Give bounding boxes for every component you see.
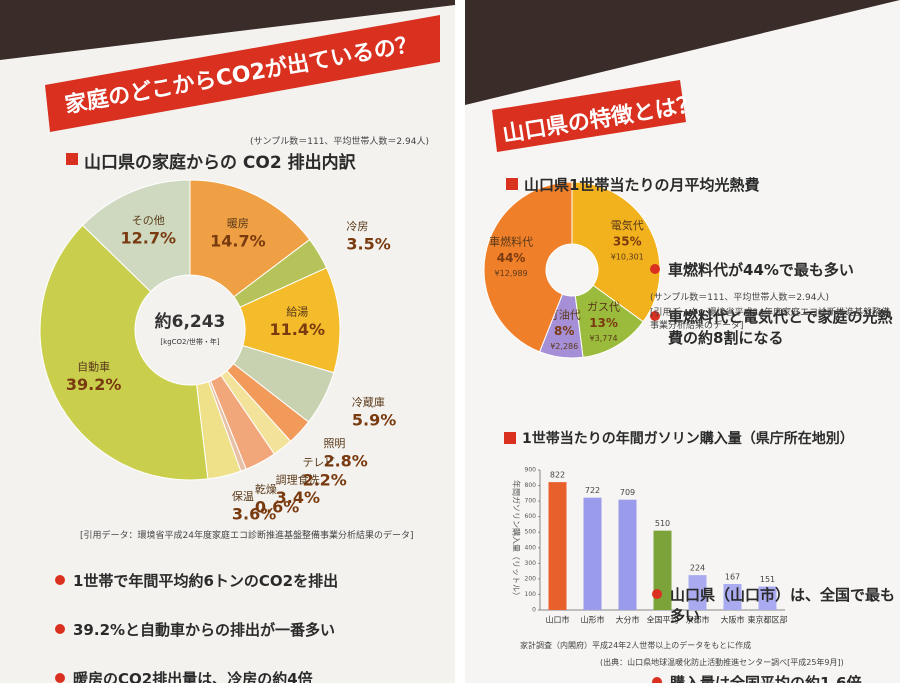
slice-amount: ¥12,989	[495, 269, 528, 278]
bullet: 車燃料代と電気代とで家庭の光熱費の約8割になる	[650, 306, 898, 348]
title-marker	[66, 153, 78, 165]
slice-value: 0.6%	[255, 498, 299, 517]
x-tick-label: 東京都区部	[748, 615, 788, 625]
slice-amount: ¥3,774	[590, 334, 618, 343]
bullet: 購入量は全国平均の約1.6倍	[652, 672, 900, 683]
y-tick-label: 500	[525, 529, 537, 536]
slice-label: ガス代	[587, 300, 620, 313]
slice-label: 冷蔵庫	[352, 395, 385, 409]
bullet: 車燃料代が44%で最も多い	[650, 259, 898, 280]
x-tick-label: 山形市	[581, 615, 605, 625]
right-banner	[492, 80, 686, 152]
slice-amount: ¥10,301	[611, 252, 644, 261]
donut-slice	[574, 284, 644, 358]
x-tick-label: 大分市	[616, 615, 640, 625]
slice-amount: ¥2,286	[550, 342, 578, 351]
slice-value: 3.5%	[346, 234, 390, 253]
y-tick-label: 100	[525, 591, 537, 598]
bullet: 39.2%と自動車からの排出が一番多い	[55, 619, 900, 640]
slice-value: 13%	[589, 316, 618, 330]
slice-label: 自動車	[77, 360, 110, 374]
bar-value: 709	[620, 488, 635, 497]
donut-slice	[189, 179, 311, 298]
chart-note: (出典：山口県地球温暖化防止活動推進センター調べ[平成25年9月])	[600, 658, 844, 667]
bar-value: 510	[655, 519, 670, 528]
slice-label: 照明	[323, 437, 345, 450]
slice-value: 2.2%	[302, 471, 346, 490]
bullet: 1世帯で年間平均約6トンのCO2を排出	[55, 570, 900, 591]
y-tick-label: 600	[525, 513, 537, 520]
x-tick-label: 大阪市	[721, 615, 745, 625]
divider	[455, 0, 465, 683]
slice-label: その他	[132, 214, 165, 227]
center-value: 約6,243	[155, 311, 226, 332]
title-marker	[504, 432, 516, 444]
y-tick-label: 900	[525, 467, 537, 474]
slice-value: 11.4%	[269, 320, 325, 339]
bar	[618, 499, 637, 610]
slice-label: 暖房	[227, 217, 249, 230]
slice-value: 35%	[613, 234, 642, 248]
x-tick-label: 京都市	[686, 615, 710, 625]
slice-value: 3.4%	[276, 488, 320, 507]
slice-label: 冷房	[346, 220, 368, 233]
slice-value: 39.2%	[66, 375, 122, 394]
bar	[688, 575, 707, 610]
title-marker	[506, 178, 518, 190]
bullet: 暖房のCO2排出量は、冷房の約4倍	[55, 668, 900, 683]
chart-title: 山口県1世帯当たりの月平均光熱費	[524, 176, 760, 194]
slice-label: 調理食洗	[276, 473, 320, 487]
left-banner	[45, 15, 440, 132]
y-axis-label: 年間ガソリン購入量（リットル）	[512, 480, 522, 600]
slice-label: 電気代	[611, 218, 644, 232]
slice-value: 14.7%	[210, 231, 266, 250]
slice-label: 乾燥	[255, 483, 277, 496]
source-note: [引用データ：環境省平成24年度家庭エコ診断推進基盤整備事業分析結果のデータ]	[650, 308, 890, 331]
y-tick-label: 800	[525, 482, 537, 489]
bullet: 山口県（山口市）は、全国で最も多い	[652, 584, 900, 626]
y-tick-label: 400	[525, 544, 537, 551]
slice-value: 3.6%	[232, 505, 276, 524]
slice-value: 5.9%	[352, 411, 396, 430]
chart-title: 山口県の家庭からの CO2 排出内訳	[84, 153, 356, 173]
donut-slice	[571, 181, 661, 323]
bar	[758, 586, 777, 610]
y-tick-label: 200	[525, 575, 537, 582]
donut-slice	[39, 224, 209, 481]
x-tick-label: 山口市	[546, 615, 570, 625]
slice-value: 2.8%	[323, 451, 367, 470]
slice-value: 8%	[554, 324, 574, 338]
donut-slice	[483, 181, 573, 353]
y-tick-label: 700	[525, 498, 537, 505]
slice-label: 車燃料代	[489, 234, 533, 248]
left-dark-top	[0, 0, 455, 60]
y-tick-label: 300	[525, 560, 537, 567]
slice-value: 12.7%	[120, 228, 176, 247]
slice-label: テレビ	[302, 456, 335, 469]
bar-value: 151	[760, 575, 775, 584]
donut-slice	[81, 179, 191, 293]
slice-value: 44%	[497, 251, 526, 265]
bar-value: 167	[725, 573, 740, 582]
bar	[723, 584, 742, 610]
bar	[548, 482, 567, 610]
source-note: [引用データ：環境省平成24年度家庭エコ診断推進基盤整備事業分析結果のデータ]	[80, 531, 414, 541]
chart-note: 家計調査（内閣府）平成24年2人世帯以上のデータをもとに作成	[520, 641, 752, 650]
bar-value: 722	[585, 486, 600, 495]
center-unit: [kgCO2/世帯・年]	[160, 337, 219, 346]
bar-value: 224	[690, 564, 705, 573]
bar-value: 822	[550, 471, 565, 480]
slice-label: 保温	[232, 489, 254, 503]
x-tick-label: 全国平均	[647, 615, 679, 625]
chart-title: 1世帯当たりの年間ガソリン購入量（県庁所在地別）	[522, 431, 854, 447]
y-tick-label: 0	[532, 607, 536, 614]
right-dark-top	[465, 0, 900, 105]
chart-subtitle: (サンプル数＝111、平均世帯人数＝2.94人)	[650, 293, 829, 303]
slice-label: 給湯	[286, 305, 308, 319]
chart-subtitle: (サンプル数＝111、平均世帯人数＝2.94人)	[250, 137, 429, 147]
bar	[583, 497, 602, 610]
